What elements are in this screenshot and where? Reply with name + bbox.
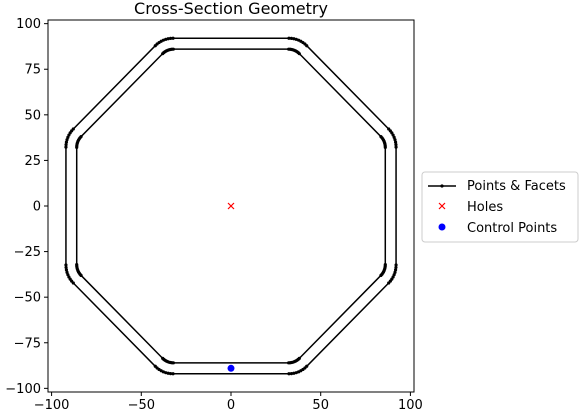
facet-point	[168, 36, 173, 40]
legend-box	[421, 171, 579, 243]
facet-point	[297, 356, 301, 360]
facet-point	[394, 142, 398, 147]
facet-point	[168, 372, 173, 376]
chart-title: Cross-Section Geometry	[134, 0, 328, 18]
legend: Points & Facets Holes Control Points	[421, 171, 579, 243]
facet-point	[64, 140, 69, 144]
facet-point	[171, 36, 175, 40]
markers	[227, 202, 235, 372]
facet-point	[75, 145, 79, 149]
hole-marker	[227, 202, 235, 210]
y-tick-label: 25	[24, 154, 41, 169]
y-tick-label: 50	[24, 108, 41, 123]
facet-point	[64, 145, 68, 149]
control-point-marker	[227, 364, 235, 372]
facet-point	[166, 371, 170, 375]
facet-point	[292, 371, 296, 375]
facet-point	[379, 134, 383, 139]
facet-point	[171, 372, 175, 376]
y-tick-label: −75	[14, 336, 41, 351]
y-tick-label: −50	[14, 291, 41, 306]
legend-label-holes: Holes	[467, 200, 503, 215]
legend-hole-swatch	[438, 202, 446, 210]
legend-point-swatch	[440, 184, 444, 188]
axes: −100 −50 0 50 100 100 75 50 25 0 −25 −50 −75 −100	[5, 17, 423, 413]
x-tick-label: 0	[227, 398, 235, 413]
facet-point	[71, 281, 75, 285]
facet-point	[164, 371, 168, 375]
facet-point	[166, 37, 170, 41]
facet-point	[294, 37, 298, 41]
facet-point	[383, 263, 387, 267]
facet-point	[64, 268, 69, 272]
x-tick-label: 100	[398, 398, 423, 413]
facet-point	[394, 145, 398, 149]
facet-point	[387, 127, 391, 131]
facet-point	[394, 263, 398, 267]
facet-point	[79, 273, 83, 278]
facet-point	[161, 52, 165, 56]
y-tick-label: −25	[14, 245, 41, 260]
cross-section-shape	[64, 36, 398, 376]
y-tick-label: 75	[24, 63, 41, 78]
y-tick-label: −100	[5, 382, 41, 397]
facet-point	[65, 138, 69, 142]
x-tick-label: −100	[34, 398, 70, 413]
facet-point	[394, 265, 398, 270]
x-tick-label: −50	[128, 398, 155, 413]
facet-point	[287, 36, 291, 40]
legend-control-point-swatch	[438, 223, 446, 231]
facet-point	[289, 36, 294, 40]
facet-point	[287, 372, 291, 376]
facet-point	[287, 47, 291, 51]
facet-point	[393, 140, 398, 144]
y-tick-label: 0	[33, 200, 41, 215]
y-tick-label: 100	[16, 17, 41, 32]
facet-point	[171, 361, 175, 365]
facet-point	[64, 265, 68, 270]
facet-point	[64, 263, 68, 267]
facet-point	[153, 44, 157, 48]
x-tick-label: 50	[312, 398, 329, 413]
facet-point	[289, 372, 294, 376]
facet-point	[393, 268, 398, 272]
legend-label-points-facets: Points & Facets	[467, 179, 566, 194]
facet-point	[292, 37, 296, 41]
legend-label-control-points: Control Points	[467, 221, 557, 236]
facet-point	[64, 142, 68, 147]
facet-point	[305, 364, 309, 368]
facet-point	[393, 270, 397, 274]
